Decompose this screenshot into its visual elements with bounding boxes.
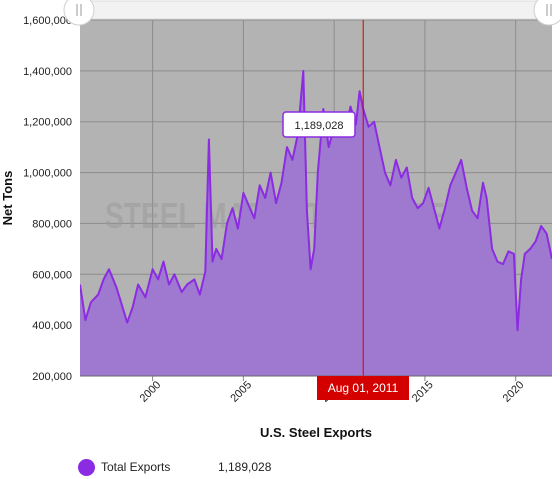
x-tick-label: 2015: [410, 379, 436, 405]
legend-series-name[interactable]: Total Exports: [101, 460, 171, 474]
y-tick-label: 400,000: [32, 320, 72, 332]
navigator[interactable]: [63, 0, 560, 26]
legend-series-value: 1,189,028: [218, 460, 272, 474]
navigator-handle-right[interactable]: [533, 0, 560, 26]
value-tooltip: 1,189,028: [282, 111, 356, 138]
legend-marker: [78, 458, 95, 476]
x-tick-label: 2020: [501, 379, 527, 405]
chart-legend: Total Exports 1,189,028: [78, 458, 271, 476]
y-tick-label: 600,000: [32, 269, 72, 281]
x-tick-label: 2005: [228, 379, 254, 405]
date-flag-label: Aug 01, 2011: [328, 381, 399, 395]
date-flag: Aug 01, 2011: [317, 376, 409, 400]
y-tick-label: 1,200,000: [23, 117, 72, 129]
tooltip-value: 1,189,028: [295, 120, 344, 132]
y-tick-label: 1,000,000: [23, 168, 72, 180]
y-tick-label: 1,400,000: [23, 66, 72, 78]
y-axis: 200,000 400,000 600,000 800,000 1,000,000 1,2…: [23, 15, 72, 383]
chart-title: U.S. Steel Exports: [260, 425, 372, 440]
x-tick-label: 2000: [138, 379, 164, 405]
x-axis: 20002005201020152020: [80, 375, 552, 405]
tooltip-box: [282, 111, 356, 138]
series-line-total-exports: [80, 69, 552, 332]
y-tick-label: 1,600,000: [23, 15, 72, 27]
y-tick-label: 800,000: [32, 218, 72, 230]
date-flag-box: [317, 376, 409, 400]
y-tick-label: 200,000: [32, 371, 72, 383]
navigator-handle-left[interactable]: [63, 0, 95, 26]
navigator-track: [79, 0, 553, 20]
y-axis-title: Net Tons: [0, 171, 15, 226]
